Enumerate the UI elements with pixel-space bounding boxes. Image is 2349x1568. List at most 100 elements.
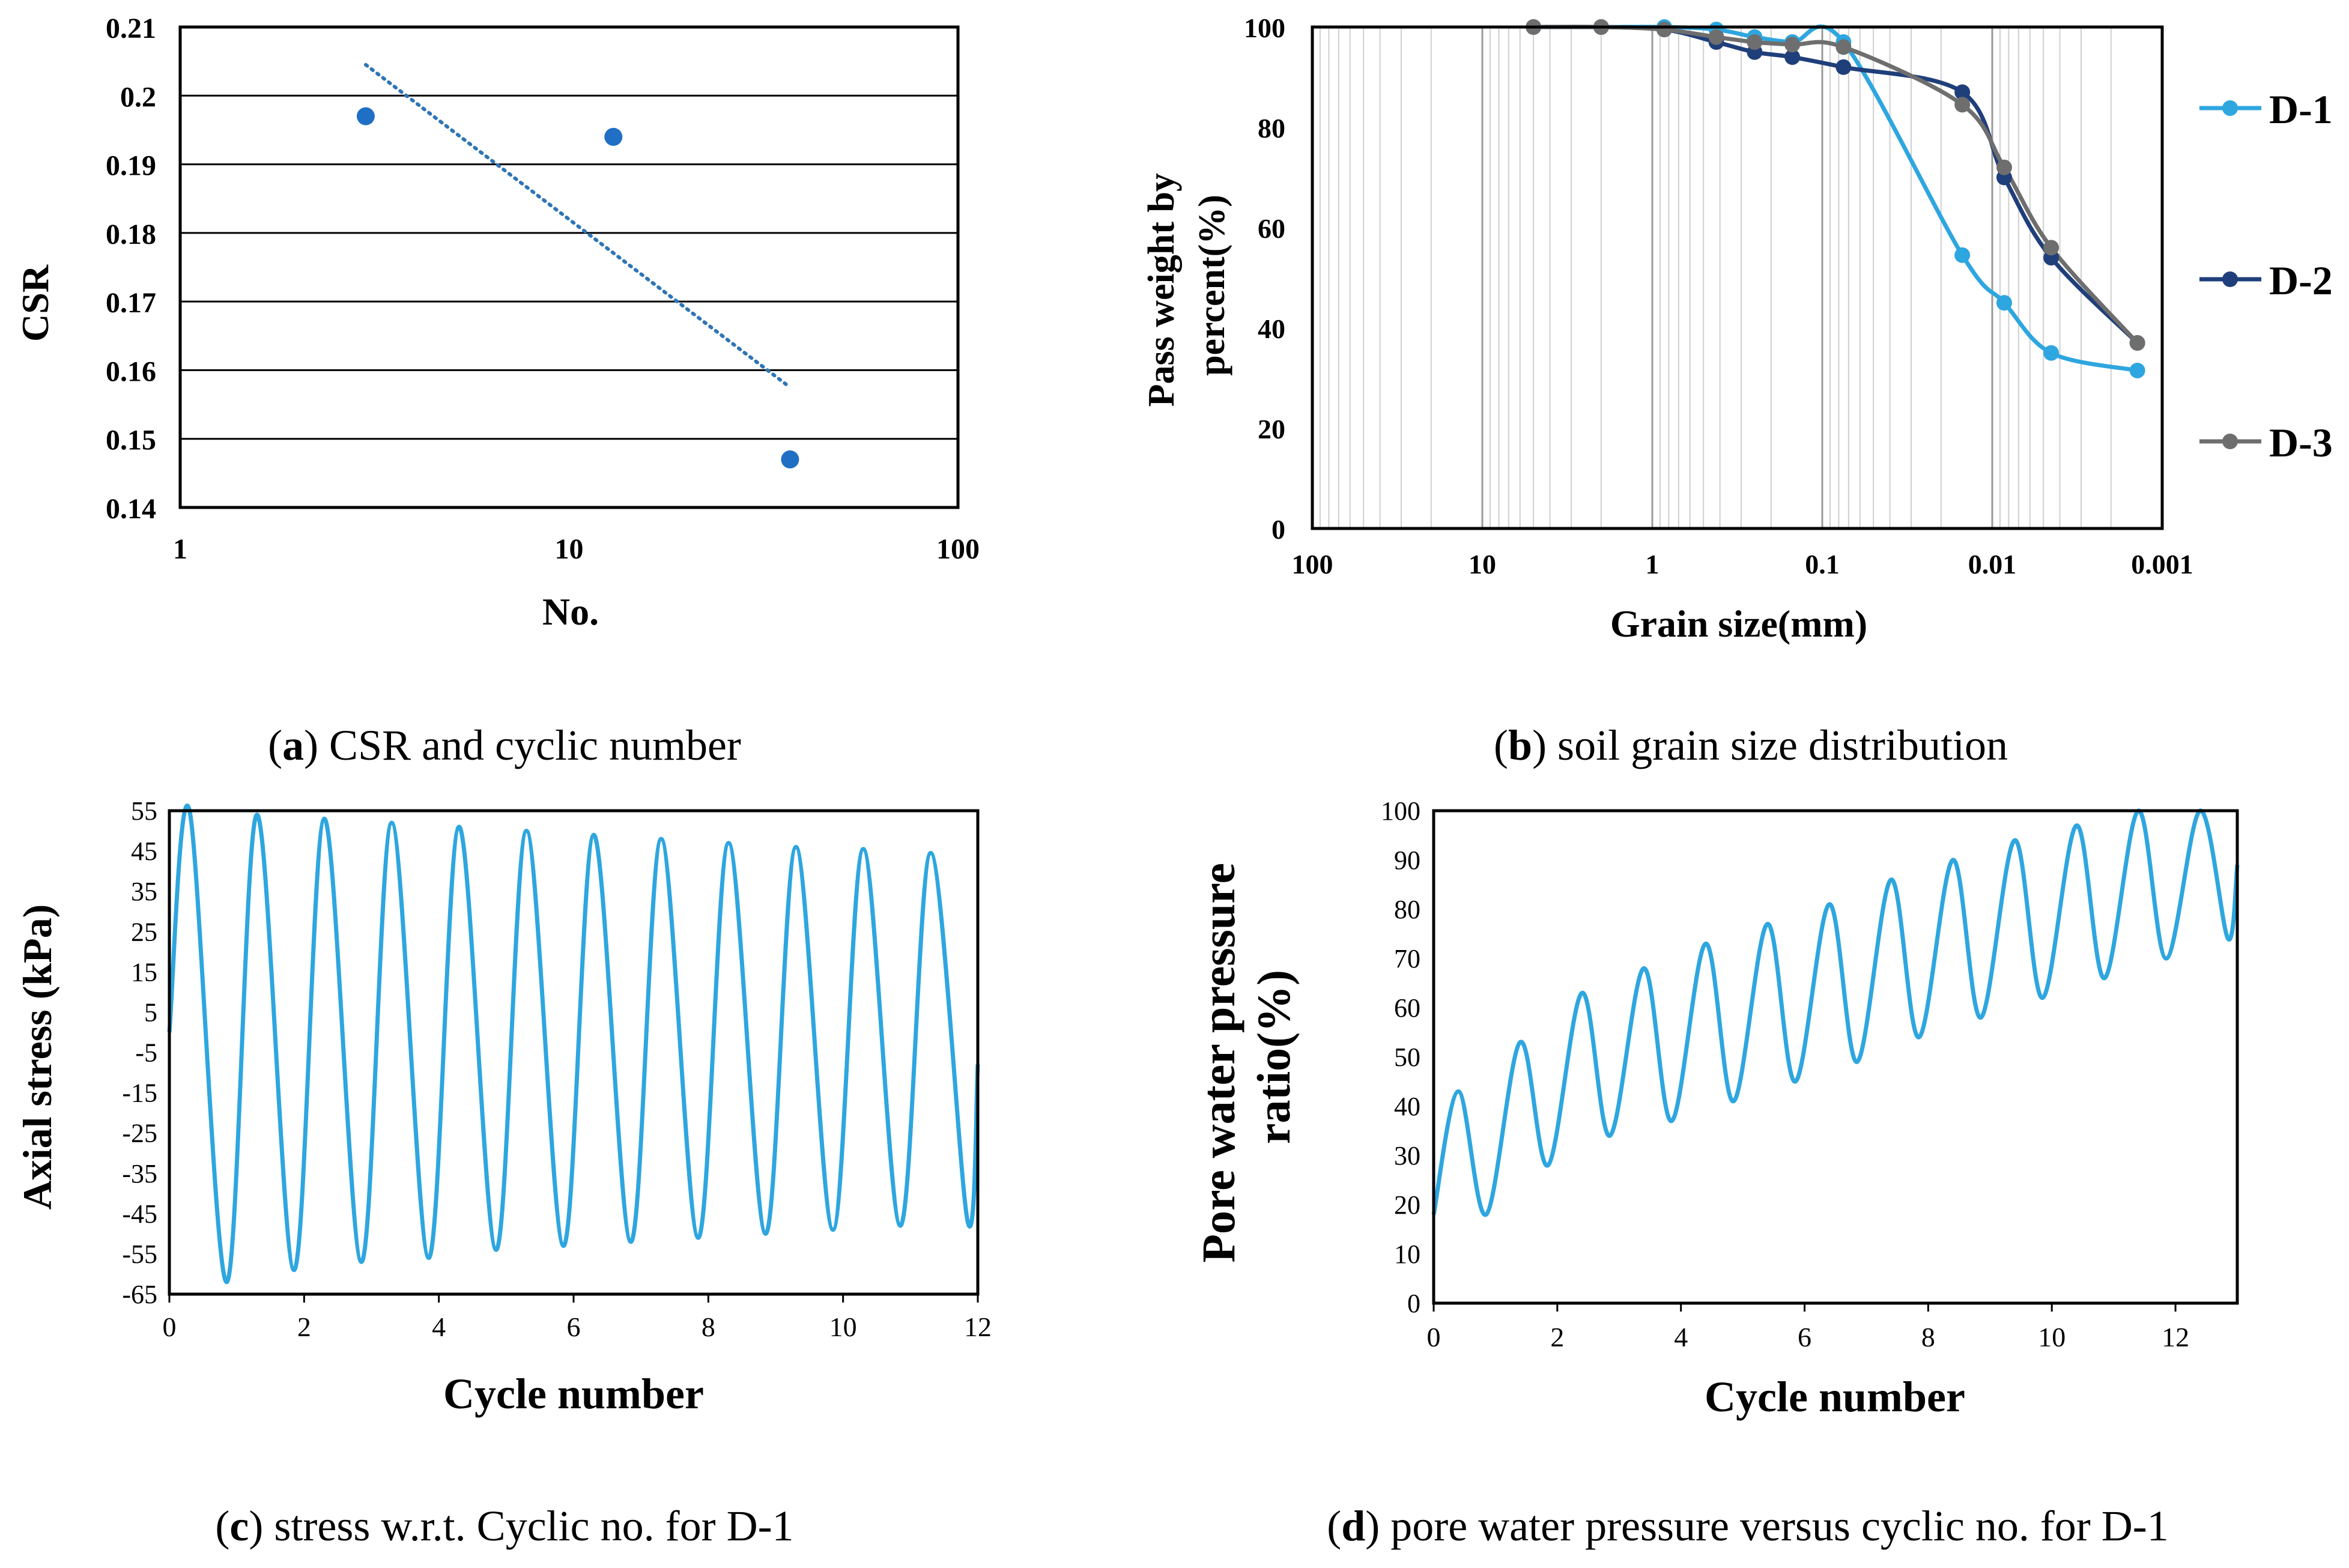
chart-b-caption: (b) soil grain size distribution (1494, 721, 2008, 769)
chart-b-y-axis-label: Pass weight by percent(%) (1141, 164, 1232, 407)
chart-b-point-D-1 (2129, 362, 2145, 378)
chart-c-series-line (167, 804, 980, 1285)
chart-d-x-tick-label: 12 (2162, 1322, 2189, 1352)
chart-d-plot-frame (1432, 809, 2239, 1305)
chart-b-point-D-3 (2043, 240, 2060, 256)
chart-a-y-tick-label: 0.2 (120, 81, 156, 113)
chart-a-y-axis-label: CSR (14, 264, 56, 342)
chart-a-points (356, 107, 799, 468)
chart-a-y-tick-label: 0.18 (106, 219, 156, 250)
chart-a-y-tick-label: 0.19 (106, 150, 156, 182)
chart-b-y-tick-label: 20 (1258, 414, 1285, 444)
chart-b-point-D-3 (1996, 159, 2012, 175)
chart-b-legend-marker-D-3 (2222, 434, 2238, 449)
chart-a-x-ticks: 1 10 100 (173, 533, 980, 565)
chart-b-legend-marker-D-1 (2222, 100, 2238, 116)
chart-b-legend: D-1 D-2 D-3 (2199, 86, 2333, 465)
chart-b-y-tick-label: 40 (1258, 313, 1285, 344)
chart-b-point-D-3 (1784, 37, 1801, 53)
chart-b-x-tick-label: 0.01 (1968, 549, 2017, 580)
chart-b-caption-letter: b (1508, 721, 1532, 769)
chart-b-y-axis-label-line-2: percent(%) (1192, 195, 1232, 376)
chart-a-caption-letter: a (282, 721, 304, 769)
chart-d-y-tick-label: 90 (1394, 846, 1420, 875)
chart-b-x-tick-label: 0.001 (2131, 549, 2193, 580)
chart-c-y-axis-label: Axial stress (kPa) (14, 904, 60, 1210)
chart-b-caption-text: soil grain size distribution (1547, 721, 2008, 769)
chart-a-trendline-group (363, 62, 792, 389)
chart-c-y-tick-label: -15 (122, 1079, 157, 1108)
chart-c-y-tick-label: 15 (131, 957, 157, 987)
chart-c-x-axis-label: Cycle number (443, 1370, 704, 1418)
chart-c-y-tick-label: 35 (131, 877, 157, 906)
chart-b-point-D-1 (1954, 247, 1971, 263)
chart-a-y-ticks: 0.14 0.15 0.16 0.17 0.18 0.19 0.2 0.21 (106, 13, 156, 525)
chart-d-series-lines (1431, 808, 2240, 1217)
chart-d-y-tick-label: 50 (1394, 1043, 1420, 1072)
chart-a-y-tick-label: 0.21 (106, 13, 156, 44)
chart-a-x-tick-label: 100 (936, 533, 980, 565)
chart-b-y-tick-label: 80 (1258, 113, 1285, 144)
chart-a-grid (180, 94, 958, 440)
chart-d-y-tick-label: 80 (1394, 895, 1420, 924)
chart-c-y-tick-label: -5 (135, 1038, 157, 1068)
chart-b-x-ticks: 100 10 1 0.1 0.01 0.001 (1292, 549, 2193, 580)
chart-c-x-tick-label: 0 (163, 1312, 177, 1342)
chart-c-x-tick-label: 10 (829, 1312, 857, 1342)
chart-c-x-tick-label: 12 (964, 1312, 992, 1342)
chart-c-caption-letter: c (229, 1502, 249, 1550)
chart-b-legend-label-D-2: D-2 (2269, 258, 2333, 303)
chart-d-x-tick-label: 6 (1798, 1322, 1811, 1352)
chart-b-x-tick-label: 0.1 (1805, 549, 1840, 580)
chart-panel-a: 1 10 100 0.14 0.15 0.16 0.17 0.18 0.19 0.2 0.21 N… (14, 13, 980, 769)
chart-a-caption: (a) CSR and cyclic number (268, 721, 741, 769)
chart-d-y-tick-label: 30 (1394, 1141, 1420, 1170)
chart-c-x-tick-label: 6 (567, 1312, 581, 1342)
chart-a-y-tick-label: 0.14 (106, 493, 156, 525)
chart-b-y-ticks: 0 20 40 60 80 100 (1244, 13, 1285, 545)
chart-c-x-tick-label: 8 (702, 1312, 715, 1342)
chart-c-y-ticks: 55 45 35 25 15 5 -5 -15 -25 -35 -45 -55 -65 (122, 796, 157, 1309)
chart-b-y-tick-label: 100 (1244, 13, 1285, 43)
chart-c-caption: (c) stress w.r.t. Cyclic no. for D-1 (215, 1502, 793, 1550)
chart-b-series-points (1526, 19, 2145, 378)
chart-d-y-tick-label: 60 (1394, 993, 1420, 1023)
chart-b-x-axis-label: Grain size(mm) (1610, 602, 1867, 645)
chart-a-plot-frame (178, 25, 960, 509)
chart-d-caption-letter: d (1341, 1502, 1365, 1550)
chart-c-y-tick-label: -45 (122, 1199, 157, 1229)
chart-a-y-tick-label: 0.16 (106, 356, 156, 387)
chart-c-y-tick-label: 55 (131, 796, 157, 826)
chart-a-caption-text: CSR and cyclic number (318, 721, 741, 769)
chart-d-y-axis-label-line-1: Pore water pressure (1192, 863, 1244, 1263)
chart-panel-d: 0 2 4 6 8 10 12 0 10 20 30 40 50 60 70 80 90 100 Cycle n… (1192, 796, 2240, 1550)
chart-b-point-D-3 (1747, 34, 1763, 50)
chart-b-point-D-3 (1708, 29, 1724, 45)
chart-a-y-tick-label: 0.15 (106, 425, 156, 456)
chart-d-x-tick-label: 0 (1427, 1322, 1441, 1352)
chart-d-x-ticks: 0 2 4 6 8 10 12 (1427, 1303, 2189, 1352)
chart-a-point (604, 127, 623, 146)
chart-b-point-D-1 (1996, 295, 2012, 311)
chart-d-y-axis-label-line-2: ratio(%) (1247, 970, 1300, 1144)
chart-b-legend-label-D-1: D-1 (2269, 86, 2333, 132)
chart-b-legend-label-D-3: D-3 (2269, 420, 2333, 465)
chart-b-y-axis-label-line-1: Pass weight by (1141, 173, 1182, 407)
chart-a-point (781, 450, 799, 468)
chart-a-trendline (363, 62, 792, 389)
chart-a-x-tick-label: 10 (555, 533, 584, 565)
chart-b-point-D-3 (1835, 39, 1852, 55)
chart-d-y-tick-label: 100 (1381, 796, 1420, 826)
chart-panel-c: 0 2 4 6 8 10 12 55 45 35 25 15 5 -5 -15 -25 -35 -45 -55 -6… (14, 796, 992, 1550)
chart-d-x-tick-label: 8 (1921, 1322, 1935, 1352)
chart-b-x-tick-label: 100 (1292, 549, 1333, 580)
chart-d-caption-text: pore water pressure versus cyclic no. fo… (1380, 1502, 2169, 1550)
chart-c-x-tick-label: 2 (297, 1312, 311, 1342)
chart-b-y-tick-label: 0 (1271, 514, 1285, 545)
chart-d-y-tick-label: 40 (1394, 1092, 1420, 1121)
chart-c-y-tick-label: -55 (122, 1240, 157, 1269)
chart-a-point (356, 107, 375, 126)
chart-b-point-D-2 (1784, 49, 1801, 65)
chart-c-y-tick-label: -65 (122, 1280, 157, 1309)
chart-d-caption: (d) pore water pressure versus cyclic no… (1327, 1502, 2169, 1550)
